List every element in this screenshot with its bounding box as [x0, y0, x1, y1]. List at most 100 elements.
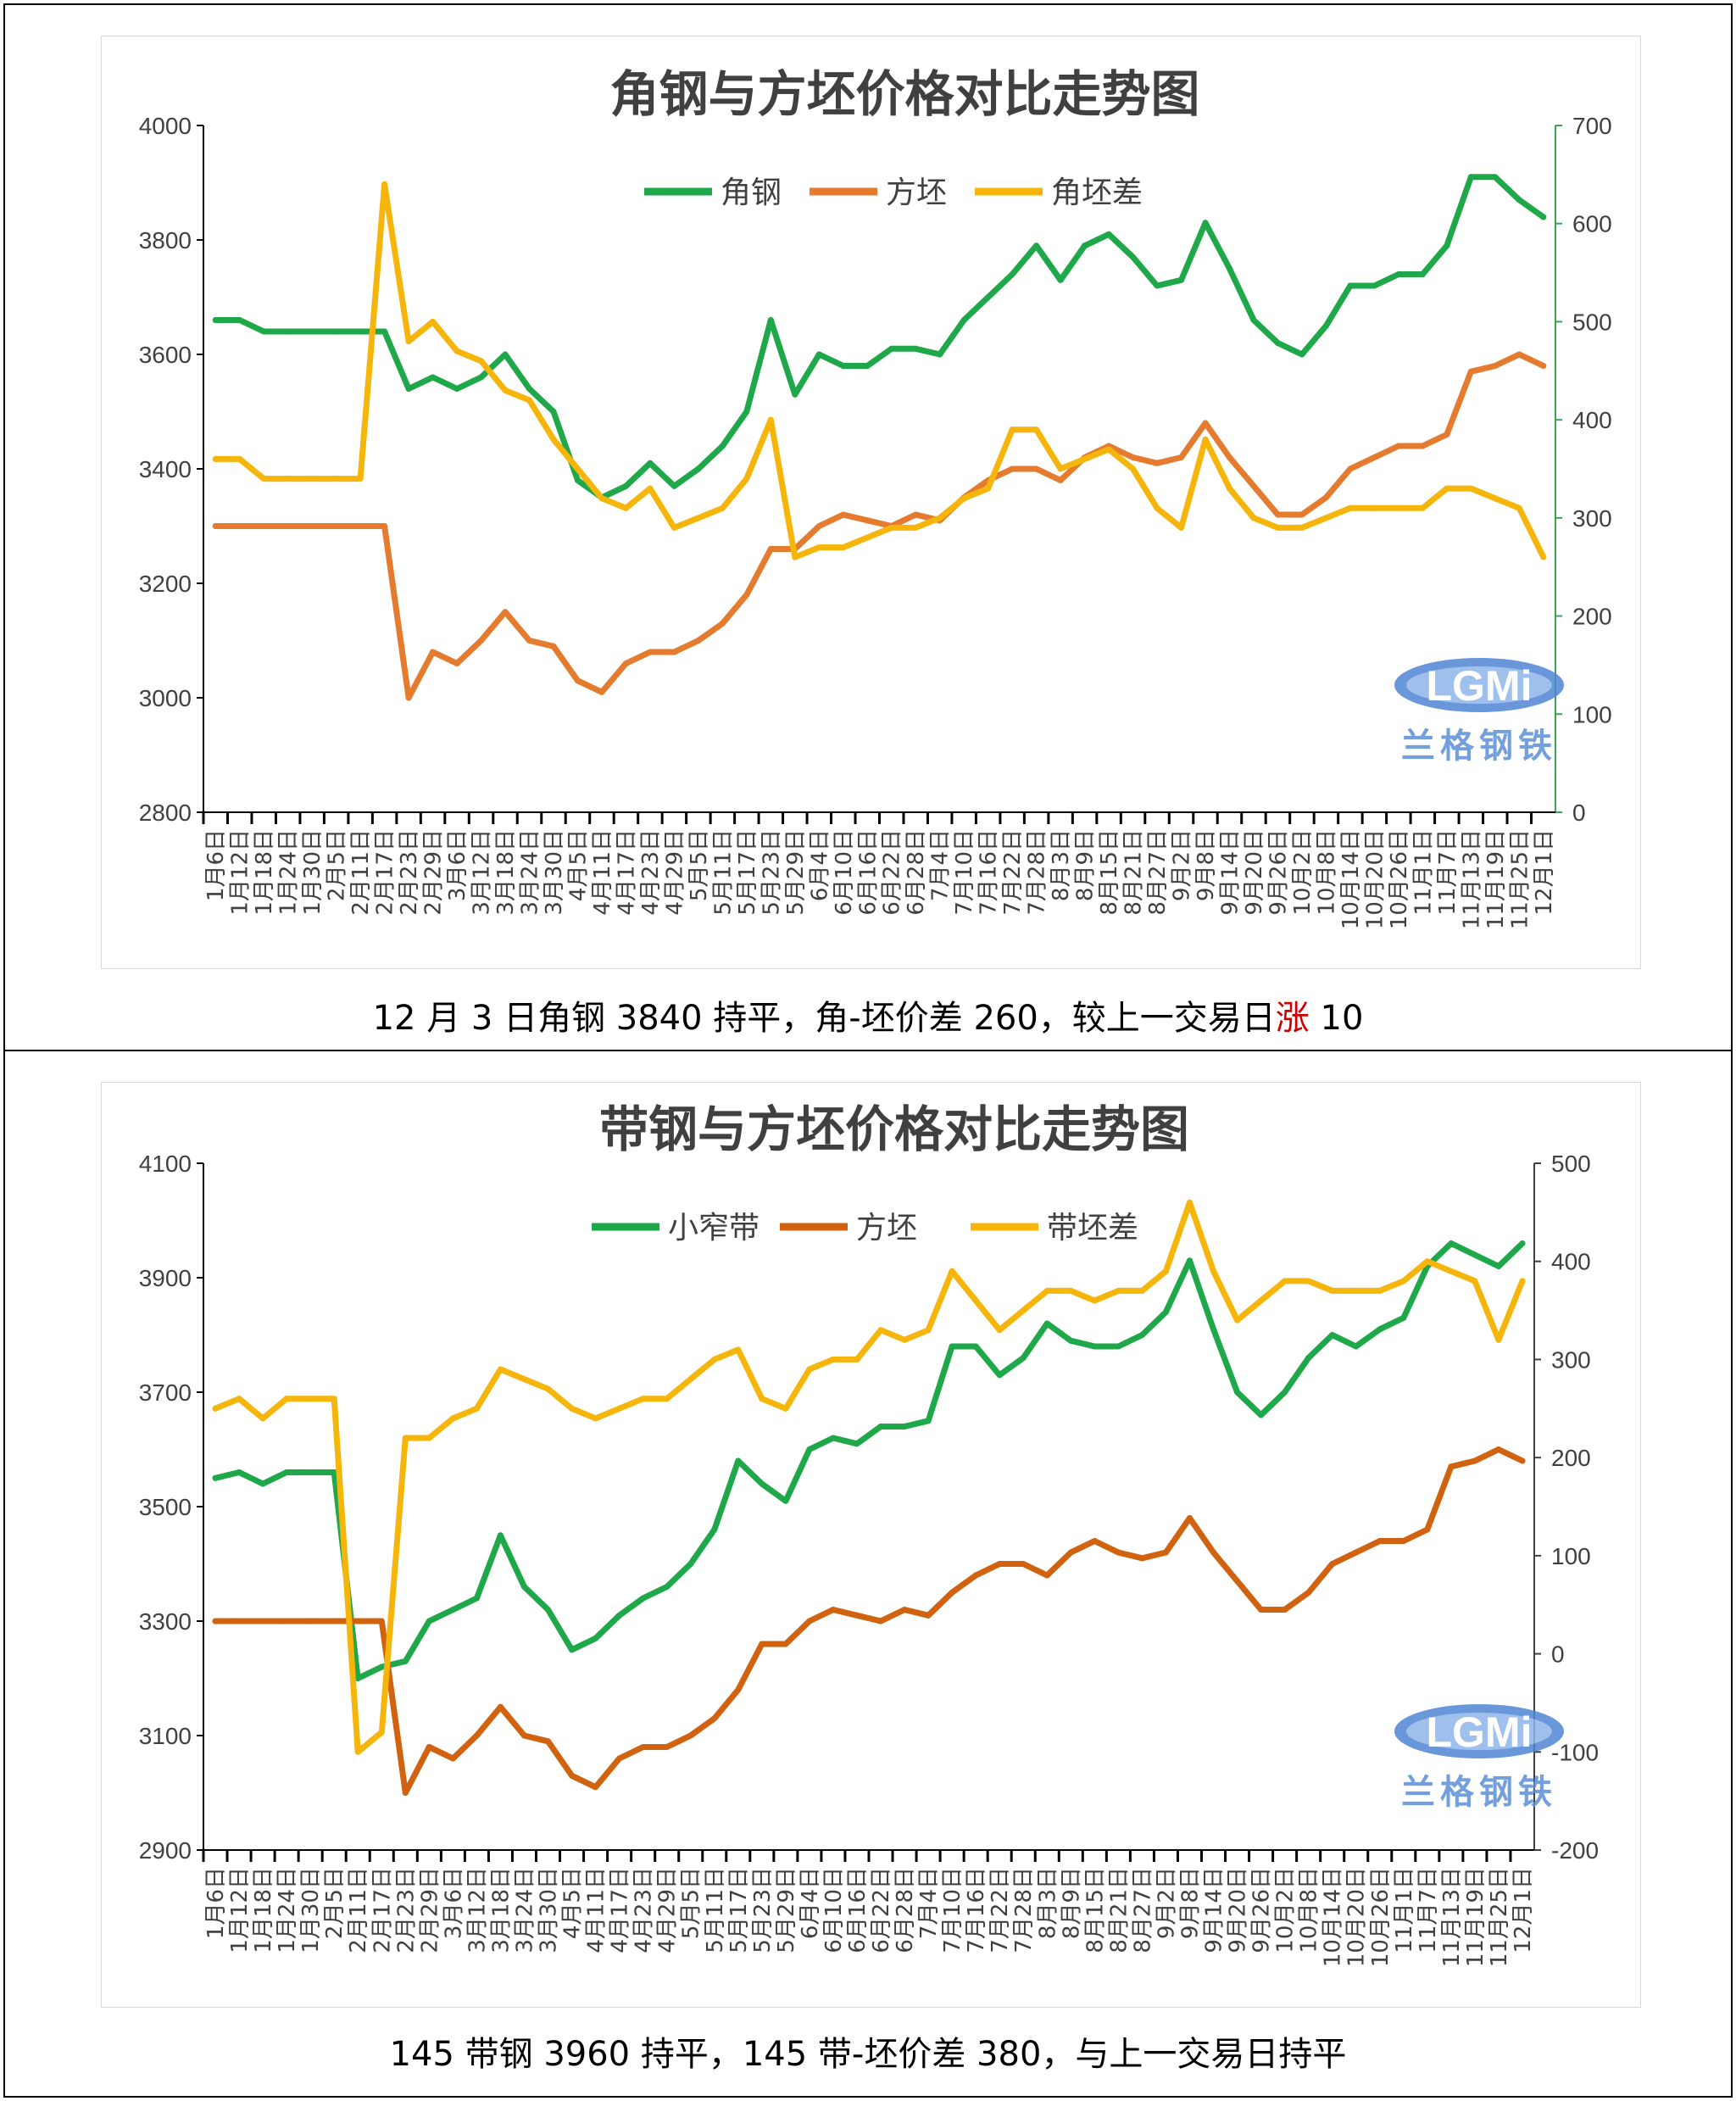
left-axis-tick-label: 2900: [139, 1837, 192, 1864]
series-3-point: [1043, 1287, 1050, 1294]
x-axis-tick-label: 1月6日: [203, 829, 229, 901]
series-3-point: [877, 1327, 884, 1334]
series-1-point: [1105, 231, 1112, 237]
x-axis-tick-label: 5月17日: [735, 829, 760, 916]
x-axis-tick-label: 2月5日: [325, 829, 350, 901]
series-3-point: [426, 1435, 432, 1441]
x-axis-tick-label: 8月15日: [1097, 829, 1122, 916]
series-3-point: [449, 1415, 456, 1422]
series-1-point: [1162, 1309, 1169, 1315]
series-1-point: [212, 1474, 219, 1481]
series-2-point: [502, 609, 509, 616]
right-axis-tick-label: 400: [1551, 1249, 1591, 1275]
series-2-point: [996, 1561, 1003, 1567]
series-1-point: [1186, 1257, 1193, 1264]
series-2-point: [640, 1744, 647, 1750]
x-axis-tick-label: 6月22日: [869, 1867, 894, 1953]
series-1-point: [1448, 1240, 1455, 1246]
right-axis-tick-label: 300: [1572, 505, 1612, 532]
series-3-point: [735, 1346, 742, 1353]
series-1-point: [309, 328, 315, 335]
x-axis-tick-label: 11月1日: [1392, 1867, 1417, 1953]
series-3-point: [478, 358, 485, 365]
series-2-point: [1492, 363, 1499, 369]
series-1-point: [1419, 271, 1426, 277]
series-1-point: [1329, 1332, 1336, 1338]
series-1-point: [901, 1424, 908, 1429]
right-axis-tick-label: 0: [1572, 800, 1586, 826]
series-2-point: [622, 660, 629, 666]
x-axis-tick-label: 9月20日: [1242, 829, 1267, 916]
series-2-point: [719, 620, 726, 627]
series-1-point: [1154, 282, 1160, 289]
x-axis-tick-label: 1月12日: [227, 1867, 253, 1953]
series-3-point: [1495, 1336, 1502, 1343]
series-3-point: [864, 534, 871, 541]
series-3-point: [1400, 1278, 1407, 1285]
series-3-point: [1540, 554, 1547, 560]
series-2-point: [545, 1738, 552, 1745]
series-2-point: [664, 1744, 670, 1750]
series-1-point: [331, 1469, 337, 1475]
right-axis-tick-label: 100: [1572, 701, 1612, 727]
series-3-point: [719, 504, 726, 511]
series-1-point: [647, 460, 654, 466]
series-2-point: [711, 1715, 718, 1722]
x-axis-tick-label: 6月16日: [845, 1867, 871, 1953]
series-1-point: [1091, 1343, 1098, 1350]
series-1-point: [497, 1532, 504, 1539]
series-1-point: [1519, 1240, 1526, 1246]
x-axis-tick-label: 9月14日: [1202, 1867, 1227, 1953]
series-1-point: [430, 374, 437, 381]
series-1-point: [1516, 197, 1522, 203]
series-3-point: [473, 1405, 480, 1412]
series-1-point: [719, 443, 726, 449]
legend-label-3: 带坯差: [1047, 1211, 1138, 1246]
right-axis-tick-label: 400: [1572, 407, 1612, 433]
series-1-point: [405, 386, 412, 392]
series-1-point: [782, 1497, 789, 1504]
x-axis-tick-label: 2月5日: [322, 1867, 348, 1939]
series-1-point: [695, 465, 702, 472]
series-2-point: [782, 1641, 789, 1647]
series-1-point: [1377, 1326, 1383, 1333]
series-2-point: [815, 523, 822, 529]
right-axis-tick-label: 500: [1551, 1151, 1591, 1177]
series-2-point: [1424, 1526, 1431, 1533]
series-2-point: [1519, 1457, 1526, 1464]
x-axis-tick-label: 9月8日: [1194, 829, 1219, 901]
series-2-point: [1400, 1538, 1407, 1544]
series-3-point: [381, 181, 388, 187]
x-axis-tick-label: 10月20日: [1362, 829, 1388, 929]
x-axis-tick-label: 10月20日: [1344, 1867, 1370, 1967]
x-axis-tick-label: 11月1日: [1410, 829, 1436, 916]
x-axis-tick-label: 9月26日: [1249, 1867, 1275, 1953]
x-axis-tick-label: 7月10日: [940, 1867, 965, 1953]
series-3-point: [526, 397, 533, 404]
x-axis-tick-label: 3月30日: [542, 829, 567, 916]
x-axis-tick-label: 6月4日: [798, 1867, 823, 1939]
series-3-point: [497, 1366, 504, 1373]
series-1-point: [545, 1607, 552, 1613]
series-2-point: [1299, 511, 1305, 518]
x-axis-tick-label: 4月17日: [608, 1867, 633, 1953]
series-3-point: [647, 485, 654, 492]
series-3-point: [545, 1385, 552, 1392]
series-1-point: [735, 1457, 742, 1464]
series-3-point: [1395, 504, 1402, 511]
strip-steel-chart: 带钢与方坯价格对比走势图 2900 3100 3300 3500 3700 3900 4100…: [139, 1101, 1599, 1967]
x-axis-tick-label: 6月22日: [880, 829, 905, 916]
series-2-point: [1162, 1549, 1169, 1556]
series-1-point: [792, 391, 798, 398]
series-1-point: [1033, 242, 1040, 249]
right-axis-tick-label: 200: [1572, 604, 1612, 630]
series-1-point: [402, 1658, 409, 1664]
series-1-point: [1067, 1337, 1074, 1344]
series-2-point: [1033, 465, 1040, 472]
x-axis-tick-label: 2月17日: [370, 1867, 395, 1953]
series-3-point: [1033, 426, 1040, 433]
right-axis-tick-label: 100: [1551, 1543, 1591, 1569]
series-1-point: [949, 1343, 955, 1350]
x-axis-tick-label: 6月4日: [807, 829, 832, 901]
series-1-point: [664, 1584, 670, 1590]
